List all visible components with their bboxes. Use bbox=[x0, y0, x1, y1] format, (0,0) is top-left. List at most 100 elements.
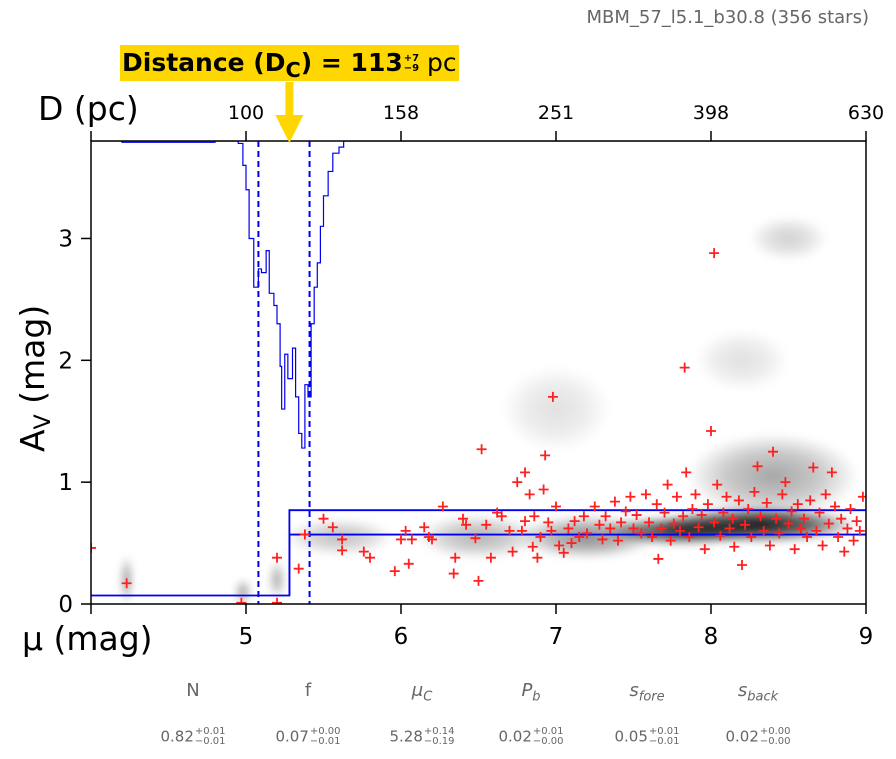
star-point bbox=[854, 525, 865, 536]
star-point bbox=[406, 534, 417, 545]
star-point bbox=[516, 525, 527, 536]
param-value: 0.07 +0.00 −0.01 bbox=[275, 726, 341, 747]
star-point bbox=[668, 518, 679, 529]
star-point bbox=[613, 535, 623, 546]
param-name: μC bbox=[411, 680, 433, 705]
star-point bbox=[121, 578, 132, 589]
x-tick-label: 8 bbox=[704, 624, 719, 650]
star-point bbox=[527, 541, 538, 552]
badge-sub: C bbox=[285, 58, 301, 82]
star-point bbox=[551, 501, 561, 512]
star-point bbox=[507, 546, 518, 557]
param-name: sfore bbox=[629, 680, 665, 705]
star-point bbox=[687, 503, 698, 514]
star-point bbox=[597, 534, 608, 545]
star-point bbox=[826, 467, 837, 478]
top-axis-label: D (pc) bbox=[38, 89, 139, 128]
star-point bbox=[651, 499, 662, 510]
top-tick-label: 398 bbox=[693, 102, 729, 124]
star-point bbox=[671, 491, 682, 502]
density-blob bbox=[749, 216, 828, 261]
param-value: 0.82 +0.01 −0.01 bbox=[160, 726, 226, 747]
dashed-bounds bbox=[257, 141, 311, 604]
star-point bbox=[712, 479, 723, 490]
x-tick-label: 9 bbox=[859, 624, 874, 650]
star-point bbox=[605, 523, 616, 534]
star-point bbox=[558, 547, 569, 558]
axes: 5 6 7 8 9 0 1 2 3 100 158 251 398 630 bbox=[58, 102, 884, 650]
star-point bbox=[786, 506, 797, 517]
badge-err-plus: +7 bbox=[403, 53, 420, 64]
star-point bbox=[743, 503, 754, 514]
star-point bbox=[699, 544, 710, 555]
star-point bbox=[403, 558, 414, 569]
star-point bbox=[461, 519, 472, 530]
star-point bbox=[540, 450, 551, 461]
star-point bbox=[848, 535, 859, 546]
star-point bbox=[538, 484, 549, 495]
star-point bbox=[512, 477, 523, 488]
top-tick-label: 251 bbox=[538, 102, 574, 124]
param-value: 0.02 +0.00 −0.00 bbox=[725, 726, 791, 747]
star-point bbox=[729, 541, 740, 552]
star-point bbox=[640, 489, 651, 500]
y-tick-label: 0 bbox=[58, 592, 73, 618]
star-point bbox=[644, 517, 654, 528]
star-point bbox=[727, 513, 738, 524]
star-point bbox=[656, 523, 667, 534]
star-point bbox=[740, 519, 751, 530]
density-blob bbox=[284, 518, 394, 556]
star-point bbox=[554, 540, 565, 551]
star-point bbox=[476, 444, 487, 455]
star-point bbox=[746, 531, 757, 542]
star-point bbox=[636, 528, 647, 539]
star-point bbox=[566, 538, 577, 549]
figure-header: MBM_57_l5.1_b30.8 (356 stars) bbox=[586, 7, 869, 28]
star-point bbox=[337, 534, 348, 545]
star-point bbox=[823, 518, 834, 529]
star-point bbox=[805, 495, 816, 506]
star-point bbox=[532, 552, 543, 563]
star-point bbox=[808, 462, 819, 473]
star-point bbox=[678, 511, 689, 522]
star-point bbox=[761, 497, 772, 508]
star-point bbox=[574, 531, 585, 542]
star-point bbox=[389, 566, 400, 577]
model-line bbox=[288, 509, 866, 596]
density-blob bbox=[501, 366, 611, 452]
star-point bbox=[783, 518, 794, 529]
star-point bbox=[795, 523, 806, 534]
density-blob bbox=[695, 329, 789, 391]
top-tick-label: 158 bbox=[383, 102, 419, 124]
star-point bbox=[702, 499, 713, 510]
param-name: Pb bbox=[521, 680, 541, 705]
star-point bbox=[718, 507, 729, 518]
star-point bbox=[764, 540, 775, 551]
star-point bbox=[481, 519, 492, 530]
star-point bbox=[616, 517, 627, 528]
star-point bbox=[749, 486, 760, 497]
y-axis-label: AV (mag) bbox=[13, 305, 56, 452]
star-point bbox=[448, 568, 459, 579]
star-point bbox=[543, 517, 554, 528]
star-point bbox=[755, 511, 766, 522]
param-name: sback bbox=[737, 680, 779, 705]
y-tick-label: 2 bbox=[58, 348, 73, 374]
star-point bbox=[450, 552, 461, 563]
star-point bbox=[675, 525, 685, 536]
star-point bbox=[327, 522, 338, 533]
star-points bbox=[91, 248, 866, 604]
star-point bbox=[535, 531, 546, 542]
x-axis-label: μ (mag) bbox=[22, 619, 153, 658]
star-point bbox=[427, 534, 437, 545]
star-point bbox=[594, 519, 605, 530]
x-tick-label: 6 bbox=[394, 624, 409, 650]
star-point bbox=[578, 511, 589, 522]
star-point bbox=[318, 513, 329, 524]
star-point bbox=[547, 391, 558, 402]
star-point bbox=[780, 477, 791, 488]
star-point bbox=[473, 575, 484, 586]
param-value: 0.02 +0.01 −0.00 bbox=[498, 726, 564, 747]
star-point bbox=[802, 531, 813, 542]
